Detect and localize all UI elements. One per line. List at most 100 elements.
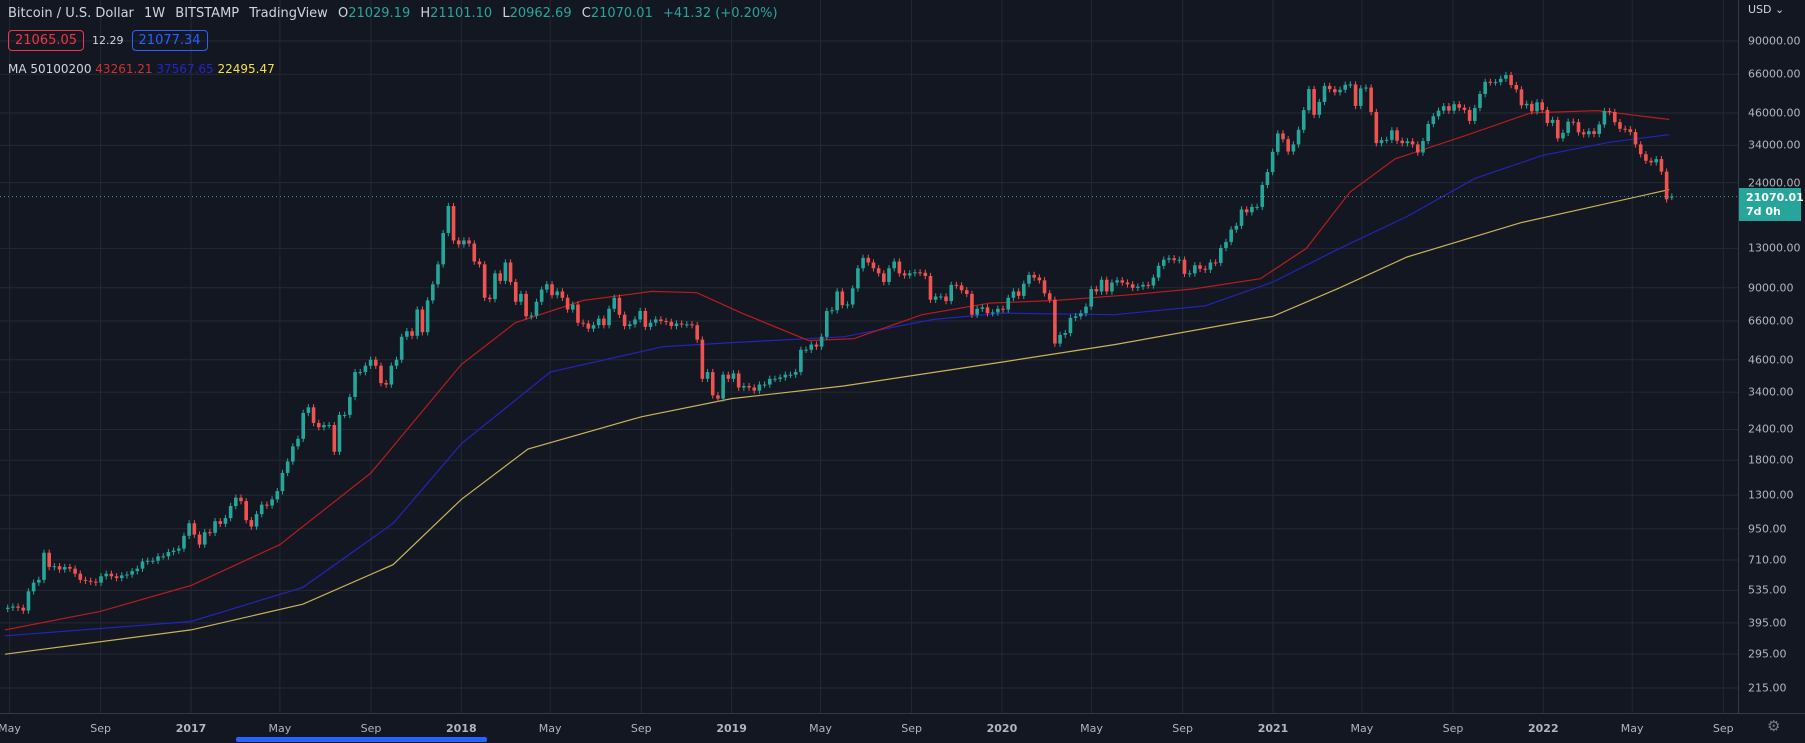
candle-body: [88, 580, 93, 582]
high-value: 21101.10: [430, 6, 493, 21]
candle-body: [1161, 259, 1166, 266]
buy-button[interactable]: 21077.34: [131, 30, 208, 51]
candle-body: [1053, 299, 1057, 344]
candle-body: [462, 240, 466, 245]
candle-body: [612, 297, 617, 309]
candle-body: [327, 425, 331, 427]
candle-body: [659, 319, 663, 322]
candle-body: [280, 472, 285, 492]
candle-body: [1431, 116, 1436, 124]
candle-body: [135, 568, 140, 572]
time-tick: 2019: [716, 722, 747, 735]
candle-body: [1265, 172, 1270, 185]
candle-body: [1524, 103, 1529, 106]
candle-body: [171, 550, 176, 553]
candle-body: [42, 552, 46, 580]
sell-button[interactable]: 21065.05: [8, 30, 85, 51]
candle-body: [1462, 107, 1467, 110]
ma-label: MA 50100200: [8, 62, 92, 76]
candle-body: [907, 273, 912, 276]
candle-body: [301, 412, 305, 439]
candle-body: [596, 318, 601, 326]
candle-body: [1281, 133, 1285, 140]
candle-body: [840, 291, 845, 306]
candle-body: [1581, 132, 1586, 135]
candle-body: [1203, 268, 1208, 270]
candle-body: [358, 372, 363, 374]
open-label: O: [337, 6, 349, 21]
candle-body: [1473, 107, 1477, 121]
symbol-title[interactable]: Bitcoin / U.S. Dollar: [8, 6, 134, 21]
candle-body: [16, 606, 20, 608]
candle-body: [1426, 123, 1430, 142]
candle-body: [353, 372, 357, 397]
chevron-down-icon: ⌄: [1775, 3, 1785, 16]
candle-body: [249, 520, 254, 527]
candle-body: [1260, 184, 1265, 207]
candle-body: [57, 566, 62, 570]
candle-body: [669, 321, 674, 327]
price-chart[interactable]: [0, 0, 1738, 713]
candle-body: [228, 506, 233, 519]
price-tick: 3400.00: [1748, 385, 1794, 399]
candle-body: [1063, 333, 1068, 335]
ma-legend[interactable]: MA 50100200 43261.21 37567.65 22495.47: [8, 62, 275, 76]
candle-body: [1027, 274, 1031, 284]
candle-body: [208, 532, 212, 534]
price-tick: 395.00: [1748, 616, 1787, 630]
price-tick: 90000.00: [1748, 34, 1801, 48]
time-tick: 2020: [986, 722, 1018, 735]
candle-body: [1167, 258, 1171, 260]
candle-body: [949, 284, 954, 302]
candle-body: [1151, 277, 1156, 286]
candle-body: [1255, 206, 1259, 208]
candle-body: [913, 272, 917, 274]
candle-body: [130, 571, 134, 575]
candle-body: [1395, 130, 1399, 141]
price-tick: 295.00: [1748, 647, 1787, 661]
time-axis[interactable]: May Sep 2017 May Sep 2018 May Sep 2019 May Sep 2020…: [0, 713, 1805, 743]
candle-body: [239, 497, 243, 502]
ma100-value: 37567.65: [156, 62, 214, 76]
candle-body: [1400, 140, 1405, 144]
candle-body: [1457, 104, 1462, 108]
scrollbar[interactable]: [236, 737, 487, 742]
candle-body: [405, 331, 409, 337]
candle-body: [793, 372, 798, 375]
candle-body: [493, 273, 497, 300]
candle-body: [11, 606, 15, 608]
candle-body: [161, 556, 166, 558]
candle-body: [1125, 282, 1130, 285]
candle-body: [1193, 265, 1197, 274]
time-tick: Sep: [1172, 722, 1194, 735]
price-axis[interactable]: USD ⌄ 90000.00 66000.00 46000.00 34000.00 24…: [1738, 0, 1805, 713]
candle-body: [467, 240, 471, 244]
price-tick: 215.00: [1748, 681, 1787, 695]
candle-body: [939, 296, 943, 298]
candle-body: [721, 374, 725, 399]
candle-body: [1348, 84, 1353, 86]
candle-body: [1343, 84, 1348, 90]
candle-body: [850, 288, 855, 305]
candle-body: [503, 262, 508, 281]
candle-body: [1120, 280, 1125, 283]
candle-body: [887, 268, 891, 283]
candle-body: [830, 310, 834, 312]
candle-body: [322, 425, 326, 428]
candle-body: [539, 289, 544, 302]
candle-body: [1208, 262, 1213, 270]
currency-selector[interactable]: USD ⌄: [1748, 3, 1784, 16]
candle-body: [1358, 88, 1363, 106]
candle-body: [643, 310, 648, 327]
candle-body: [1638, 144, 1643, 155]
candle-body: [451, 206, 456, 241]
candle-body: [1037, 277, 1042, 281]
settings-gear-icon[interactable]: ⚙: [1767, 717, 1781, 735]
candle-body: [767, 378, 772, 385]
candle-body: [244, 501, 248, 521]
candle-body: [1229, 229, 1233, 242]
data-source: TradingView: [249, 6, 328, 21]
candle-body: [342, 414, 347, 416]
candle-body: [648, 322, 653, 327]
candle-body: [1338, 89, 1342, 93]
